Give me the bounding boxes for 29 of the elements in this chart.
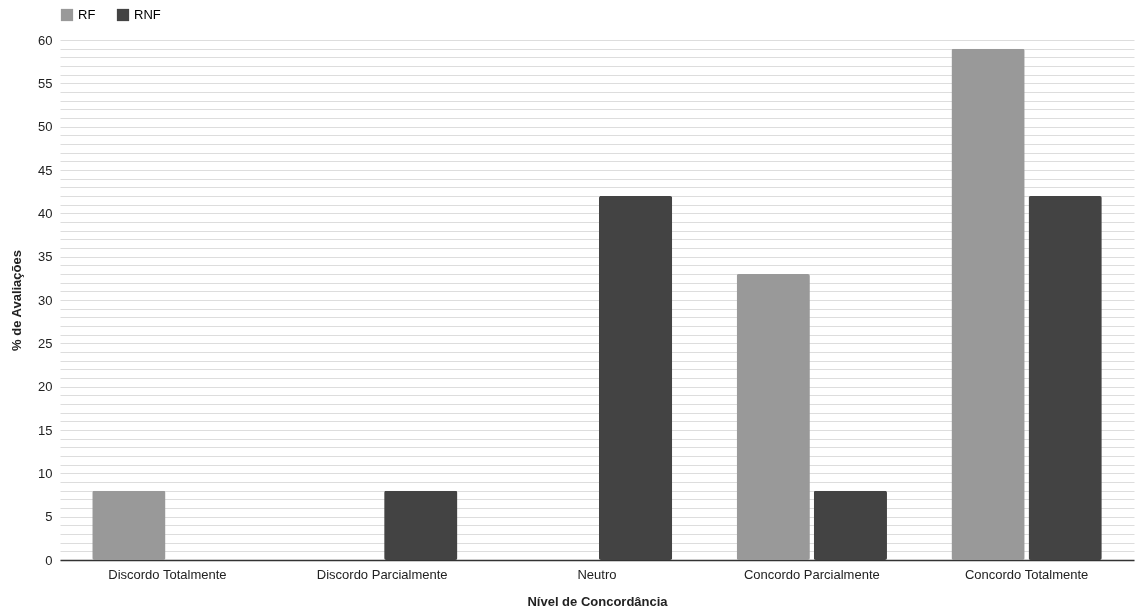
y-tick-label: 45 — [38, 162, 53, 178]
y-tick-label: 60 — [38, 32, 53, 48]
y-tick-label: 0 — [45, 552, 53, 568]
bar — [736, 274, 810, 560]
y-tick-label: 30 — [38, 292, 53, 308]
y-tick-label: 25 — [38, 335, 53, 351]
legend-label: RF — [78, 7, 96, 22]
bar — [384, 490, 458, 560]
x-tick-label: Concordo Parcialmente — [743, 566, 880, 582]
y-tick-label: 40 — [38, 205, 53, 221]
y-tick-label: 5 — [45, 509, 53, 525]
x-tick-label: Concordo Totalmente — [964, 566, 1089, 582]
y-axis-title: % de Avaliações — [9, 250, 25, 351]
y-tick-label: 35 — [38, 249, 53, 265]
x-tick-label: Neutro — [577, 566, 617, 582]
bar — [813, 490, 887, 560]
legend-label: RNF — [134, 7, 161, 22]
bar — [598, 196, 673, 560]
x-tick-label: Discordo Totalmente — [108, 566, 227, 582]
y-tick-label: 20 — [38, 379, 53, 395]
bar — [1028, 196, 1102, 560]
x-tick-label: Discordo Parcialmente — [316, 566, 448, 582]
bar — [92, 490, 166, 560]
x-axis-title: Nível de Concordância — [527, 593, 669, 609]
bar — [951, 48, 1025, 560]
y-tick-label: 10 — [38, 465, 53, 481]
y-tick-label: 15 — [38, 422, 53, 438]
y-tick-label: 55 — [38, 75, 53, 91]
y-tick-label: 50 — [38, 119, 53, 135]
